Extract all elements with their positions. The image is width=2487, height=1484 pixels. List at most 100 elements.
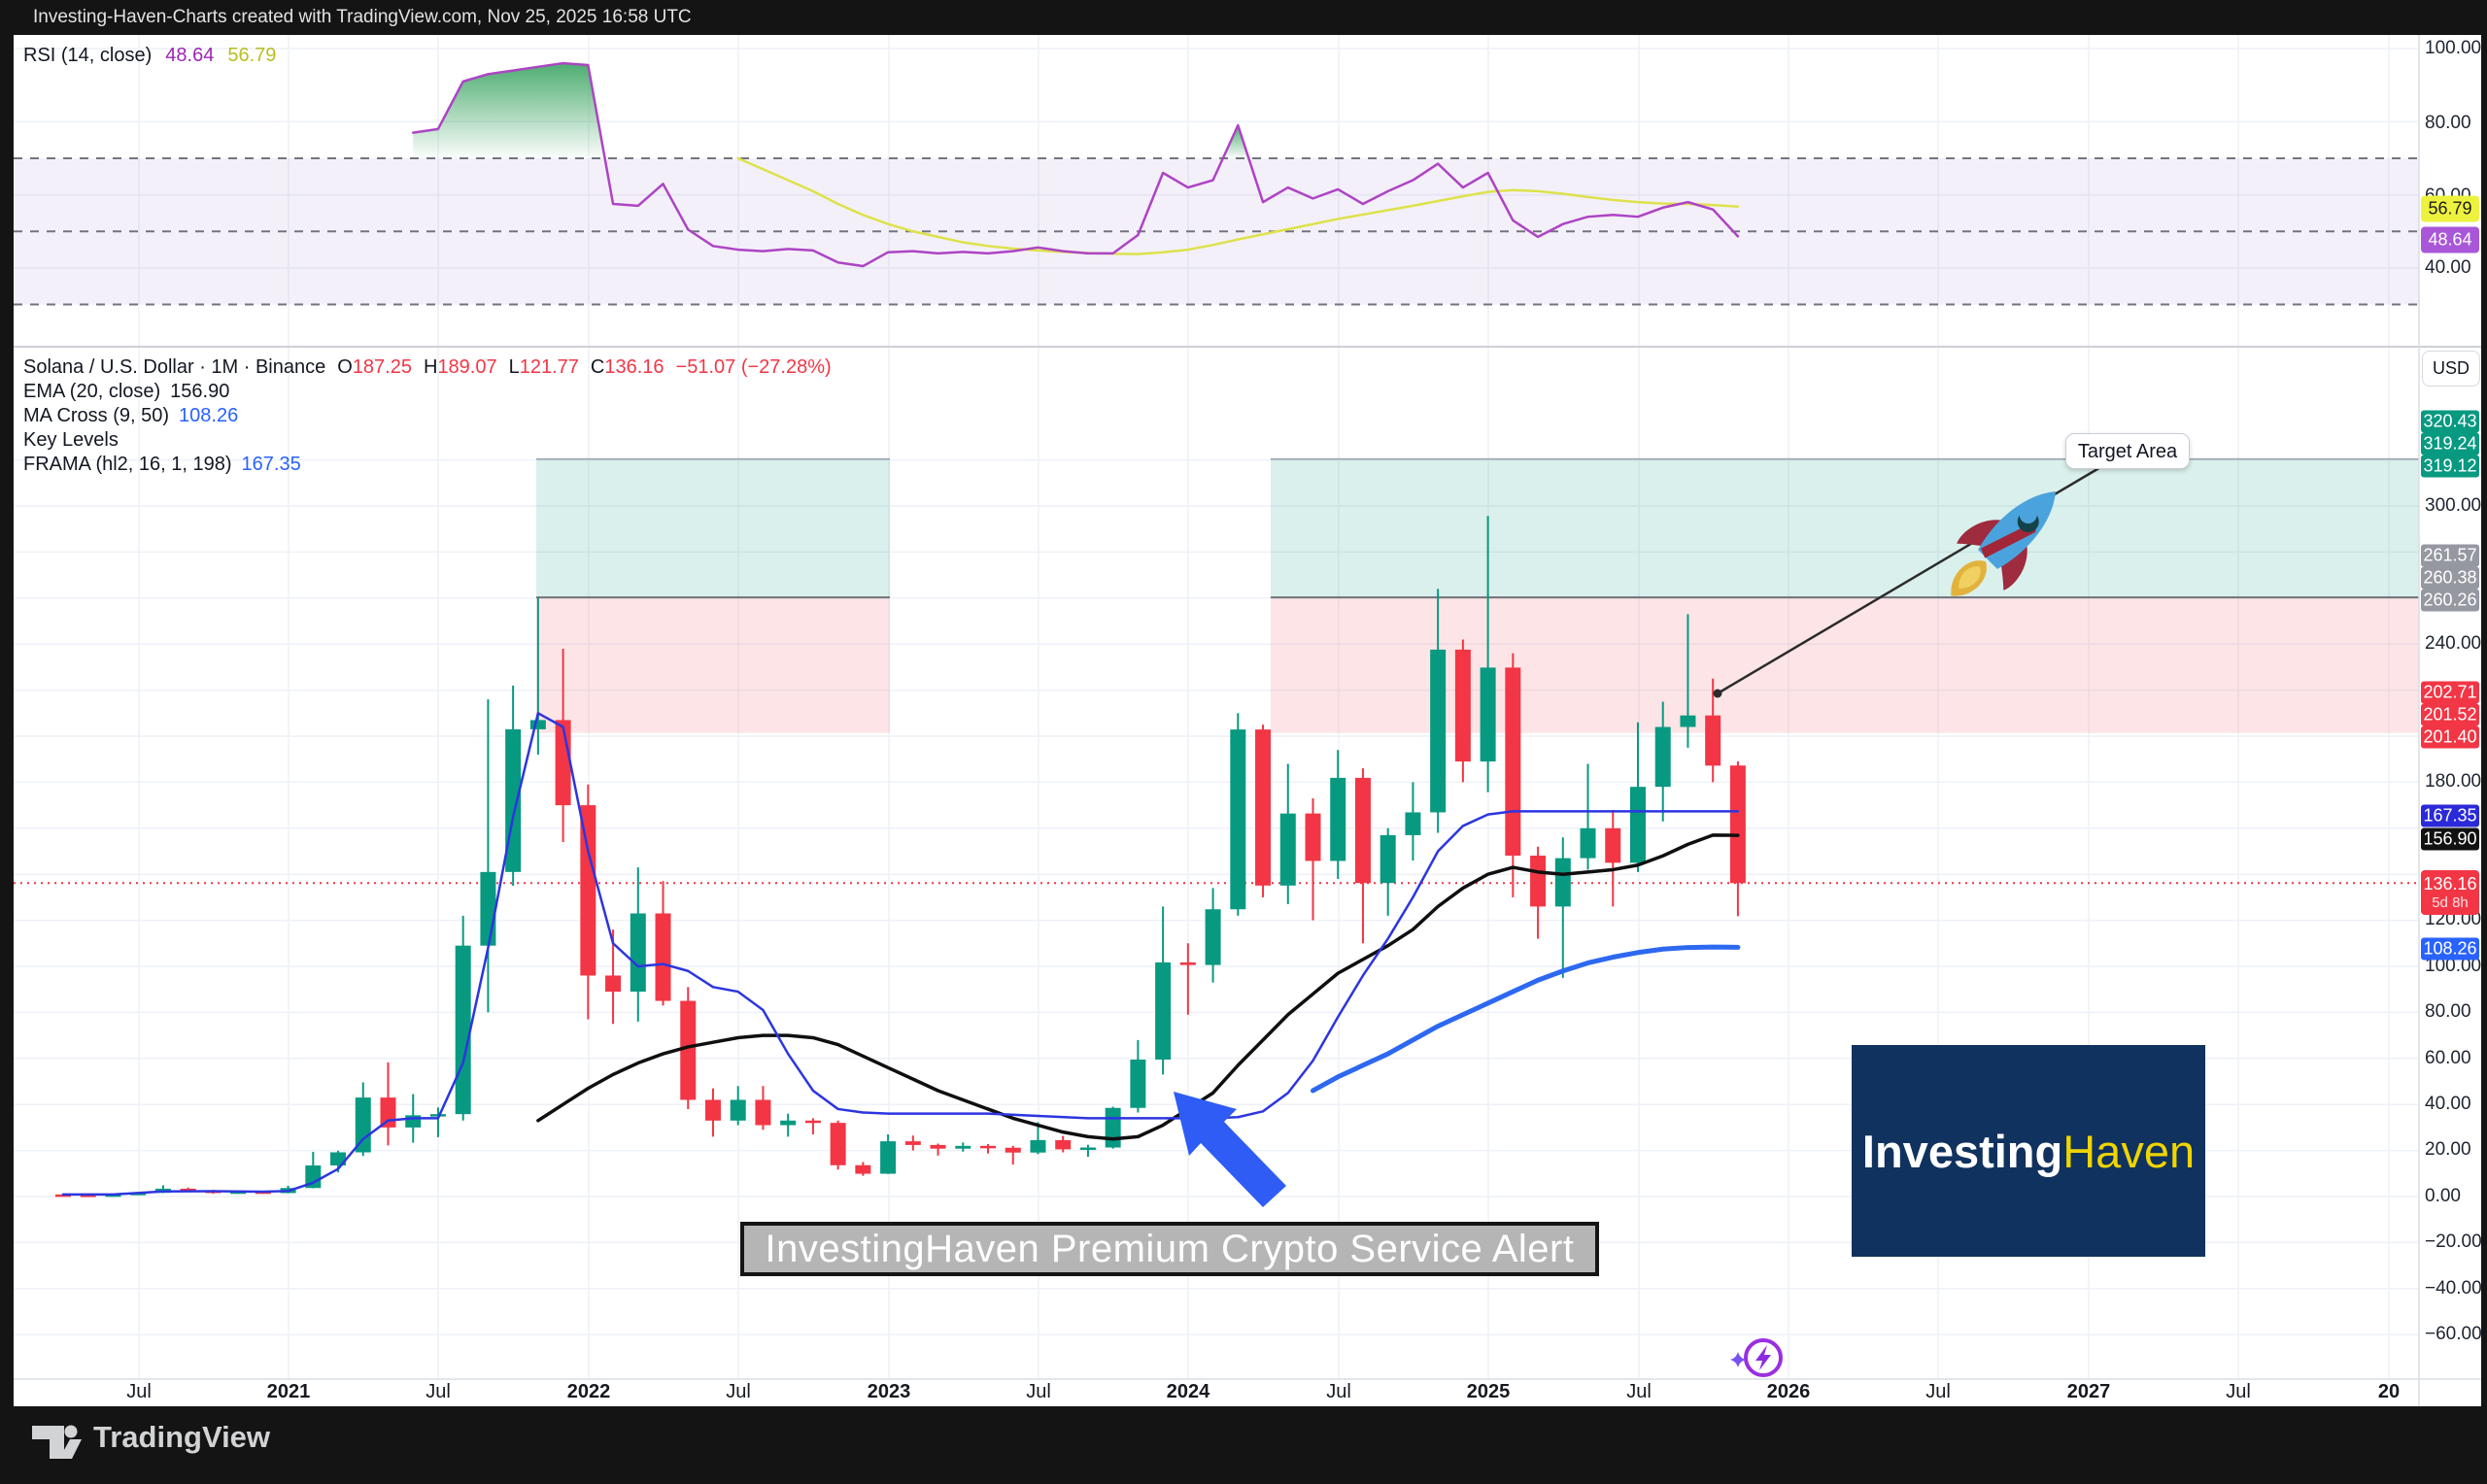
rsi-overbought-fill	[413, 63, 605, 158]
price-level-badge: 320.43	[2421, 410, 2479, 433]
logo-text-haven: Haven	[2062, 1125, 2196, 1177]
time-axis-label: 2024	[1166, 1381, 1210, 1402]
symbol-row[interactable]: Solana / U.S. Dollar · 1M · Binance O187.…	[23, 355, 832, 380]
candle-body	[704, 1099, 721, 1121]
up-arrow-annotation[interactable]	[1174, 1092, 1286, 1207]
target-area-annotation-label[interactable]: Target Area	[2065, 433, 2190, 469]
trend-line-anchor	[1713, 689, 1722, 698]
candle-body	[1505, 667, 1521, 857]
price-scale-label: 40.00	[2425, 1094, 2471, 1114]
ohlc-item: L121.77	[508, 356, 579, 378]
candle-body	[380, 1097, 396, 1128]
price-level-badge: 261.57	[2421, 544, 2479, 567]
time-axis-label: Jul	[1626, 1381, 1652, 1402]
candle-body	[1330, 777, 1346, 861]
time-axis-label: Jul	[1026, 1381, 1051, 1402]
symbol-indicator-legend[interactable]: Solana / U.S. Dollar · 1M · Binance O187.…	[23, 355, 832, 477]
candle-body	[605, 975, 622, 993]
rsi-scale-label: 100.00	[2425, 38, 2482, 58]
price-scale-label: −20.00	[2425, 1231, 2482, 1252]
header-bar: Investing-Haven-Charts created with Trad…	[0, 0, 2487, 35]
tradingview-brand-text[interactable]: TradingView	[93, 1420, 271, 1454]
indicator-label: Key Levels	[23, 429, 119, 451]
rsi-legend-value: 48.64	[165, 45, 215, 66]
logo-text-investing: Investing	[1861, 1125, 2063, 1177]
candle-body	[1629, 787, 1646, 863]
candle-body	[580, 805, 596, 976]
time-axis-label: 2023	[867, 1381, 911, 1402]
candle-body	[1079, 1147, 1096, 1151]
candle-body	[355, 1097, 371, 1153]
price-level-badge: 260.38	[2421, 566, 2479, 590]
time-axis-label: 2025	[1466, 1381, 1511, 1402]
indicator-row[interactable]: EMA (20, close) 156.90	[23, 380, 832, 404]
candle-body	[455, 945, 471, 1115]
indicator-value: 108.26	[179, 405, 239, 426]
investinghaven-logo: Investing Haven	[1852, 1045, 2205, 1257]
price-scale-label: 300.00	[2425, 495, 2482, 516]
candle-body	[1354, 777, 1371, 884]
candle-body	[855, 1164, 871, 1174]
price-level-badge: 201.52	[2421, 703, 2479, 726]
rsi-legend-title: RSI (14, close)	[23, 45, 153, 66]
candle-body	[830, 1123, 846, 1165]
candle-body	[630, 913, 646, 993]
footer-bar: TradingView	[0, 1406, 2487, 1484]
candle-body	[780, 1120, 797, 1126]
time-axis-label: 2021	[266, 1381, 311, 1402]
rsi-line	[411, 61, 1740, 268]
candle-body	[1705, 715, 1721, 766]
candle-body	[730, 1099, 746, 1121]
time-axis-label: Jul	[426, 1381, 451, 1402]
candle-body	[480, 871, 496, 946]
price-scale-label: 180.00	[2425, 771, 2482, 792]
candle-body	[1454, 649, 1471, 762]
rsi-value-badge: 48.64	[2421, 226, 2479, 253]
resistance-band-red[interactable]	[536, 597, 890, 733]
price-scale-unit-button[interactable]: USD	[2422, 351, 2480, 387]
candle-body	[1530, 856, 1547, 907]
premium-alert-watermark: InvestingHaven Premium Crypto Service Al…	[740, 1222, 1599, 1276]
rsi-indicator-legend[interactable]: RSI (14, close) 48.64 56.79	[23, 45, 290, 67]
time-axis-label: Jul	[2226, 1381, 2251, 1402]
indicator-row[interactable]: FRAMA (hl2, 16, 1, 198) 167.35	[23, 453, 832, 477]
ema20-line	[536, 833, 1740, 1141]
candle-body	[1155, 961, 1172, 1060]
candle-body	[1680, 715, 1696, 727]
flash-icon[interactable]	[1730, 1338, 1783, 1377]
price-level-badge: 319.12	[2421, 455, 2479, 478]
target-band-green[interactable]	[1271, 458, 2419, 598]
candle-body	[1480, 667, 1496, 762]
rsi-overbought-fill	[1222, 125, 1249, 158]
candle-body	[1279, 813, 1296, 886]
candle-body	[180, 1188, 196, 1192]
candle-body	[680, 1000, 697, 1100]
change-value: −51.07 (−27.28%)	[675, 356, 832, 378]
indicator-row[interactable]: Key Levels	[23, 428, 832, 453]
price-level-badge: 202.71	[2421, 681, 2479, 704]
target-band-green[interactable]	[536, 458, 890, 598]
rsi-ma-line	[736, 156, 1740, 255]
rocket-icon[interactable]	[1926, 466, 2081, 621]
candle-body	[880, 1141, 897, 1174]
candle-body	[1580, 827, 1596, 859]
indicator-label: EMA (20, close)	[23, 381, 161, 402]
price-level-badge: 167.35	[2421, 804, 2479, 827]
candle-body	[1205, 909, 1221, 965]
candle-body	[955, 1145, 971, 1149]
candle-body	[1380, 834, 1396, 884]
indicator-row[interactable]: MA Cross (9, 50) 108.26	[23, 404, 832, 428]
time-axis-label: Jul	[726, 1381, 751, 1402]
candle-body	[1405, 812, 1421, 835]
ohlc-item: C136.16	[590, 356, 664, 378]
time-axis-label: Jul	[126, 1381, 152, 1402]
time-axis-label: 2027	[2066, 1381, 2111, 1402]
trend-line[interactable]	[1717, 452, 2125, 695]
price-level-badge: 201.40	[2421, 725, 2479, 749]
rsi-band-fill	[14, 157, 2419, 305]
candle-body	[1005, 1147, 1021, 1153]
tradingview-logo-icon[interactable]	[27, 1416, 95, 1463]
last-price-badge: 136.16 5d 8h	[2421, 870, 2479, 915]
